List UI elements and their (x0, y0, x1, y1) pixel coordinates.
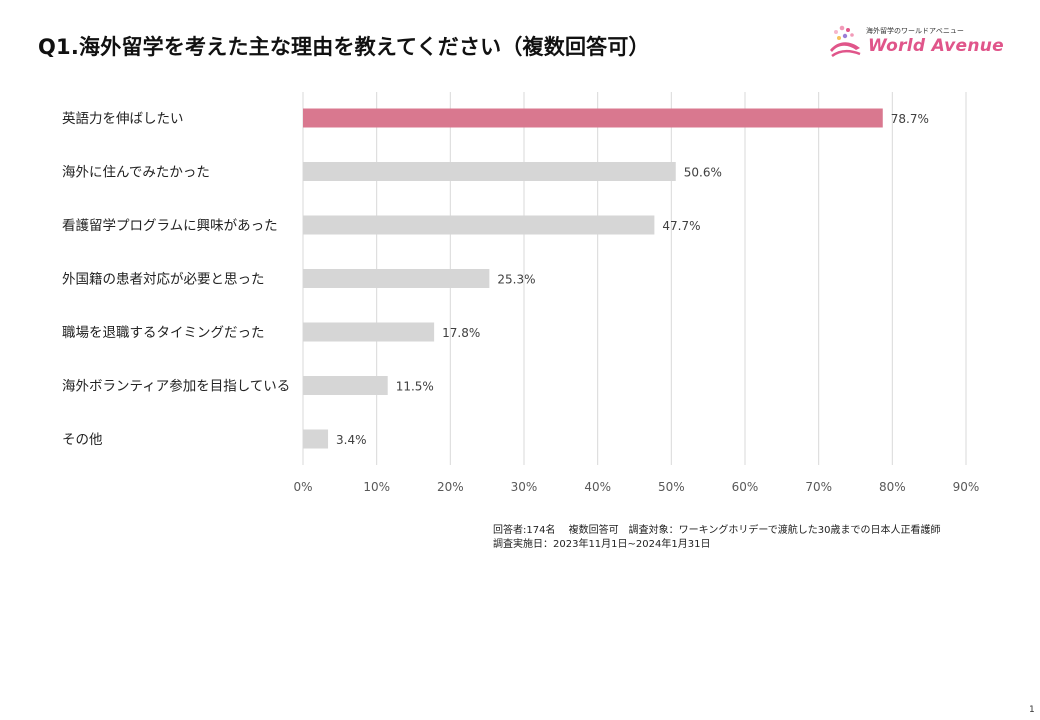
x-tick-label: 10% (363, 480, 390, 494)
category-label: 英語力を伸ばしたい (62, 110, 184, 127)
data-label: 47.7% (662, 219, 700, 233)
data-label: 17.8% (442, 326, 480, 340)
page-title: Q1.海外留学を考えた主な理由を教えてください（複数回答可） (38, 35, 650, 59)
bar (303, 215, 655, 235)
data-label: 78.7% (891, 112, 929, 126)
x-tick-label: 40% (584, 480, 611, 494)
x-tick-label: 60% (732, 480, 759, 494)
category-label: 看護留学プログラムに興味があった (62, 218, 278, 234)
bar (303, 108, 883, 128)
bar (303, 429, 329, 449)
x-tick-label: 80% (879, 480, 906, 494)
x-tick-label: 90% (953, 480, 980, 494)
page-number: 1 (1029, 705, 1035, 715)
category-label: その他 (62, 432, 103, 448)
data-label: 3.4% (336, 433, 367, 447)
bar (303, 162, 676, 181)
category-label: 職場を退職するタイミングだった (62, 325, 265, 341)
category-label: 外国籍の患者対応が必要と思った (62, 271, 265, 288)
category-label: 海外ボランティア参加を目指している (62, 378, 290, 395)
logo[interactable]: 海外留学のワールドアベニュー World Avenue (828, 22, 1004, 64)
data-label: 11.5% (396, 380, 434, 394)
bar (303, 376, 388, 395)
data-label: 25.3% (497, 273, 535, 287)
bars (303, 108, 883, 449)
x-tick-label: 30% (511, 480, 538, 494)
x-tick-label: 70% (805, 480, 832, 494)
bar (303, 322, 435, 342)
logo-tagline: 海外留学のワールドアベニュー (866, 27, 964, 35)
survey-note-line1: 回答者:174名 複数回答可 調査対象：ワーキングホリデーで渡航した30歳までの… (493, 525, 941, 536)
logo-name: World Avenue (868, 36, 1004, 56)
survey-note-line2: 調査実施日：2023年11月1日~2024年1月31日 (493, 539, 711, 550)
data-label: 50.6% (684, 166, 722, 180)
labels: 0% 10% 20% 30% 40% 50% 60% 70% 80% 90% 英語力を伸ばしたい 78… (62, 110, 979, 494)
x-tick-label: 50% (658, 480, 685, 494)
category-label: 海外に住んでみたかった (62, 165, 210, 181)
logo-mark-icon (830, 25, 861, 58)
x-tick-label: 20% (437, 480, 464, 494)
bar (303, 269, 490, 288)
x-tick-label: 0% (293, 480, 312, 494)
bar-chart: 0% 10% 20% 30% 40% 50% 60% 70% 80% 90% 英語力を伸ばしたい 78… (62, 92, 979, 494)
